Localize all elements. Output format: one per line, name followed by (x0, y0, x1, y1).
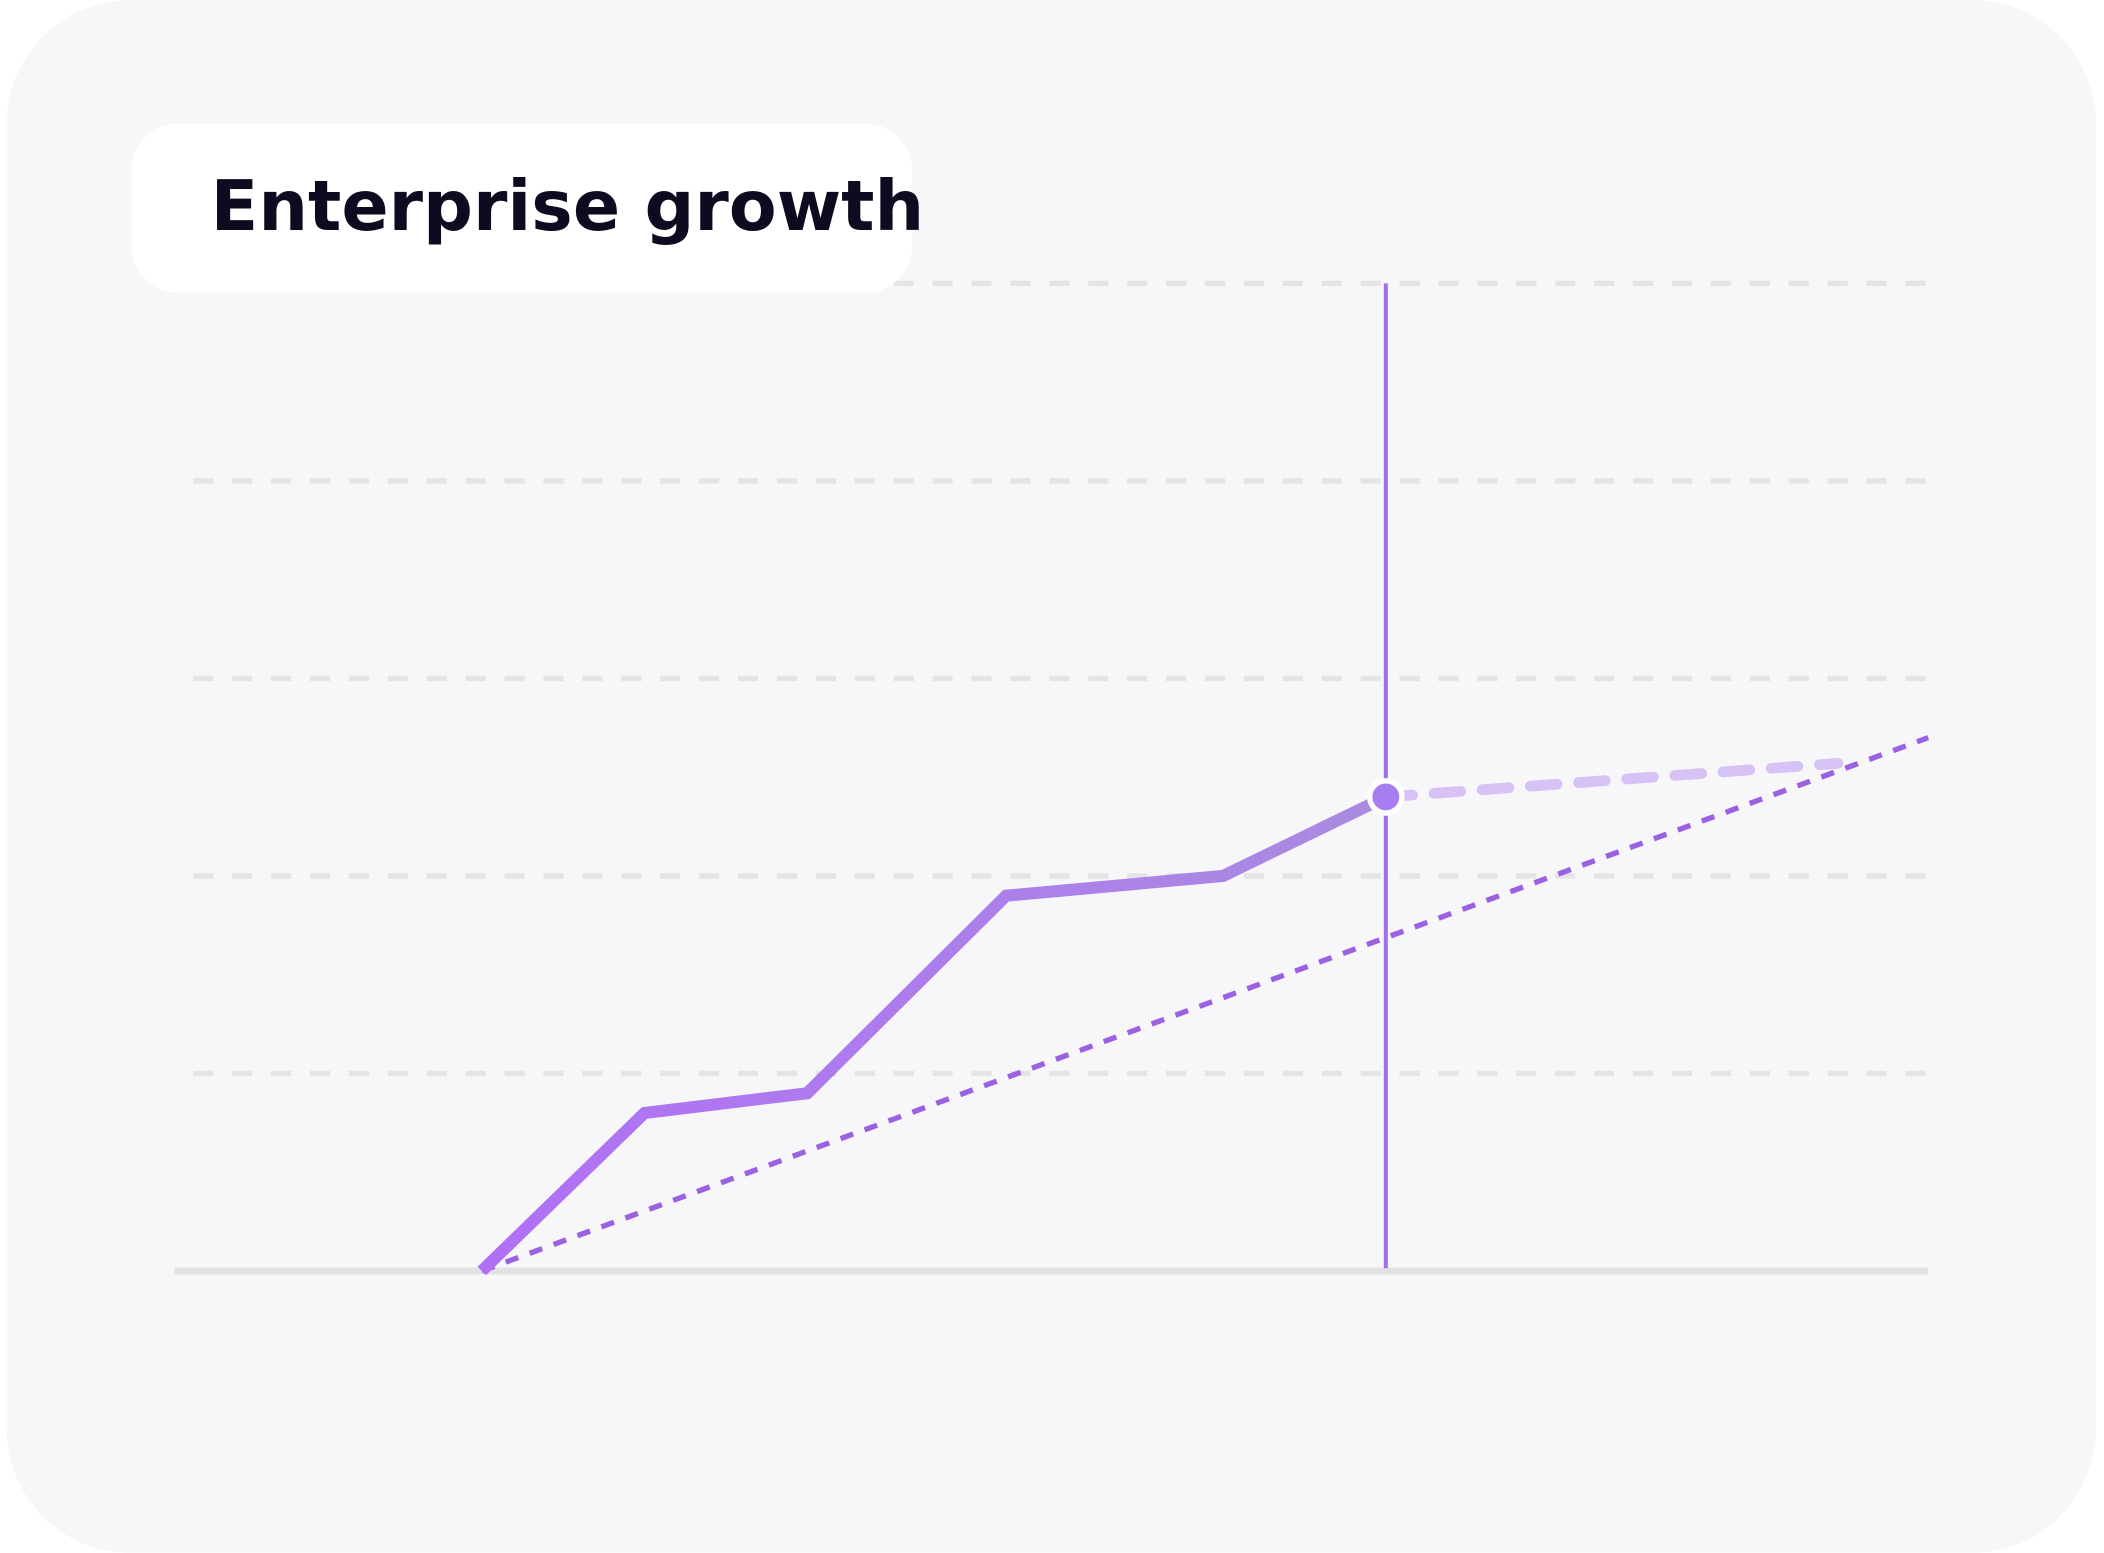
series-line (477, 791, 1389, 1276)
chart-title: Enterprise growth (211, 166, 925, 247)
title-box (131, 123, 913, 293)
card (6, 0, 2096, 1553)
plot-area (174, 280, 1930, 1276)
series-line (1380, 757, 1844, 803)
current-point (1367, 778, 1405, 816)
series-line (480, 735, 1930, 1274)
